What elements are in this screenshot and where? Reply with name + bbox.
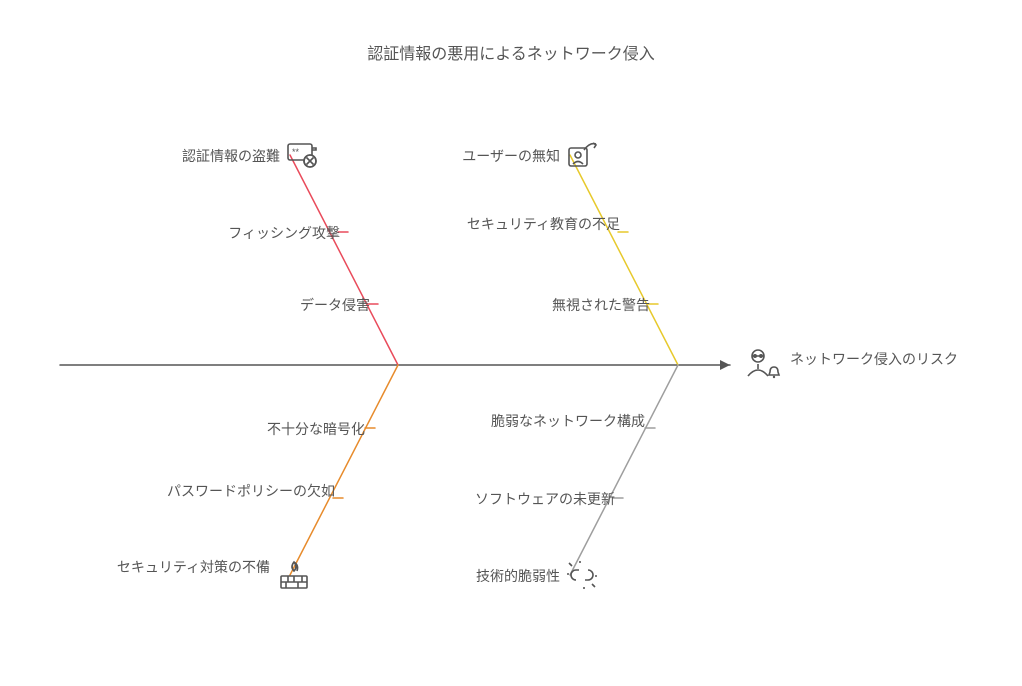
rib-label: ソフトウェアの未更新 — [450, 490, 615, 509]
firewall-icon — [278, 558, 310, 590]
category-label: 認証情報の盗難 — [130, 147, 280, 166]
rib-label: 脆弱なネットワーク構成 — [465, 412, 645, 431]
category-label: ユーザーの無知 — [410, 147, 560, 166]
category-label: 技術的脆弱性 — [430, 567, 560, 586]
category-label: セキュリティ対策の不備 — [90, 558, 270, 577]
id-badge-icon — [566, 140, 598, 170]
rib-label: データ侵害 — [210, 296, 370, 315]
rib-label: 不十分な暗号化 — [205, 420, 365, 439]
broken-link-icon — [566, 560, 598, 590]
hacker-alert-icon — [742, 346, 782, 386]
rib-label: セキュリティ教育の不足 — [440, 215, 620, 234]
diagram-title: 認証情報の悪用によるネットワーク侵入 — [0, 40, 1022, 64]
rib-label: パスワードポリシーの欠如 — [150, 482, 335, 501]
rib-label: フィッシング攻撃 — [180, 224, 340, 243]
password-blocked-icon: ** — [286, 140, 320, 170]
head-label: ネットワーク侵入のリスク — [790, 350, 970, 369]
rib-label: 無視された警告 — [490, 296, 650, 315]
svg-text:**: ** — [292, 147, 300, 157]
